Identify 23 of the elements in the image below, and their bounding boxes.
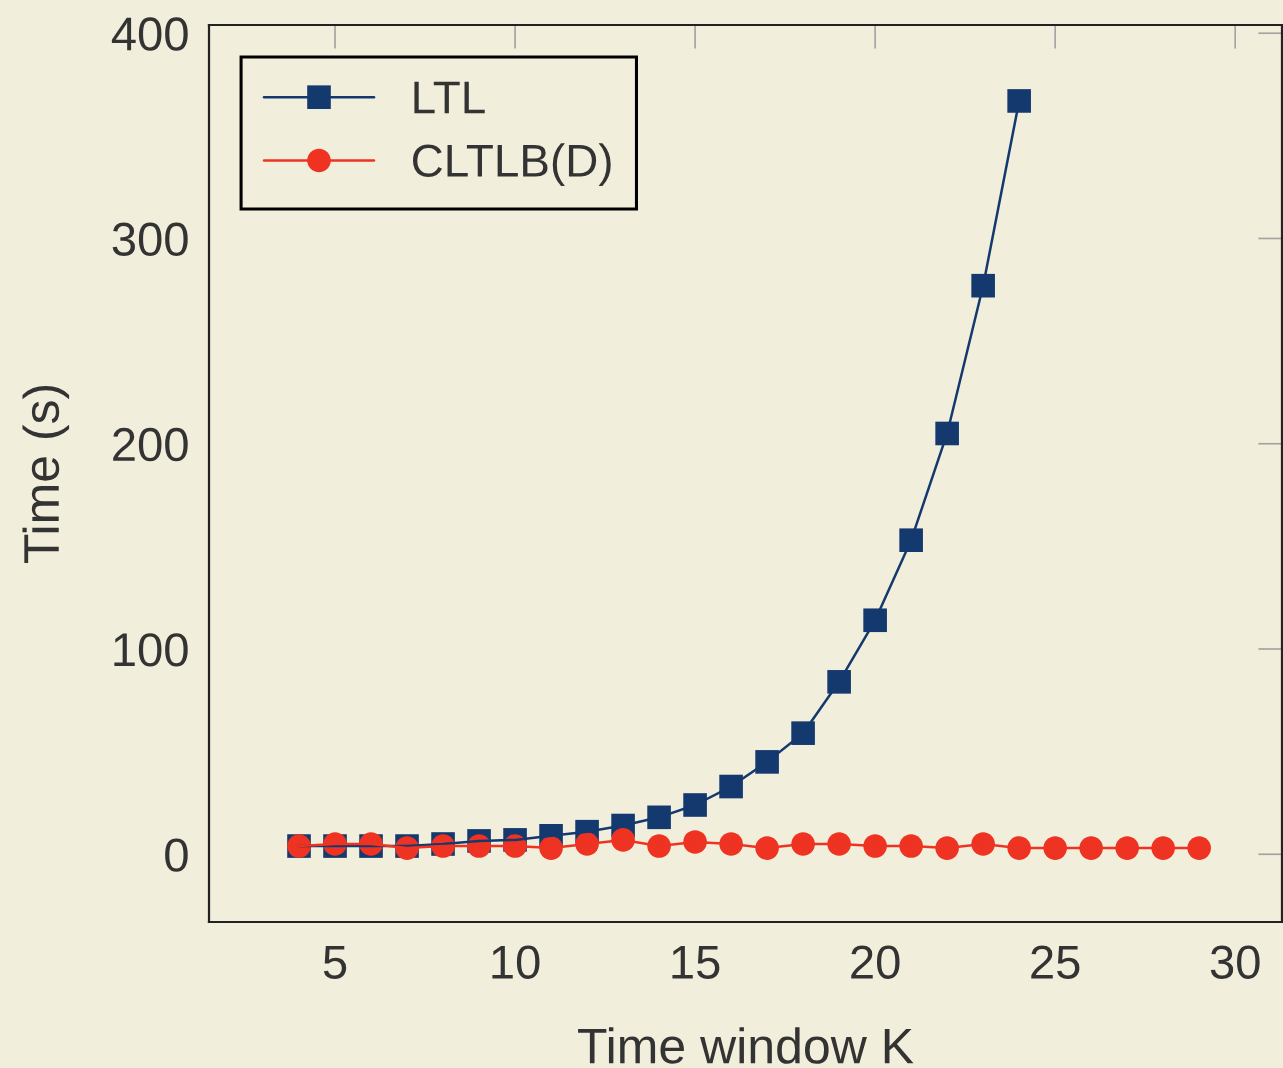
point [1007, 89, 1031, 113]
y-tick-label: 400 [111, 17, 188, 51]
y-tick-label: 100 [114, 633, 188, 667]
x-tick-label: 30 [1210, 945, 1260, 979]
y-axis-title: Time (s) [22, 385, 70, 564]
x-tick-label: 15 [672, 945, 720, 979]
point [755, 750, 779, 774]
x-tick-label: 10 [492, 945, 540, 979]
y-tick-label: 200 [113, 427, 188, 462]
y-tick-label: 0 [165, 838, 188, 872]
point [683, 793, 707, 817]
x-tick-label: 5 [323, 945, 347, 979]
x-tick-label: 20 [851, 945, 900, 979]
x-tick-label: 25 [1031, 945, 1080, 979]
point [791, 721, 815, 745]
point [1187, 836, 1211, 860]
legend-label: CLTLB(D) [412, 143, 611, 187]
x-axis-title: Time window K [578, 1027, 914, 1064]
point [827, 670, 851, 694]
legend-label: LTL [414, 81, 485, 114]
point [899, 528, 923, 553]
point [863, 608, 887, 633]
y-tick-label: 300 [112, 222, 188, 257]
